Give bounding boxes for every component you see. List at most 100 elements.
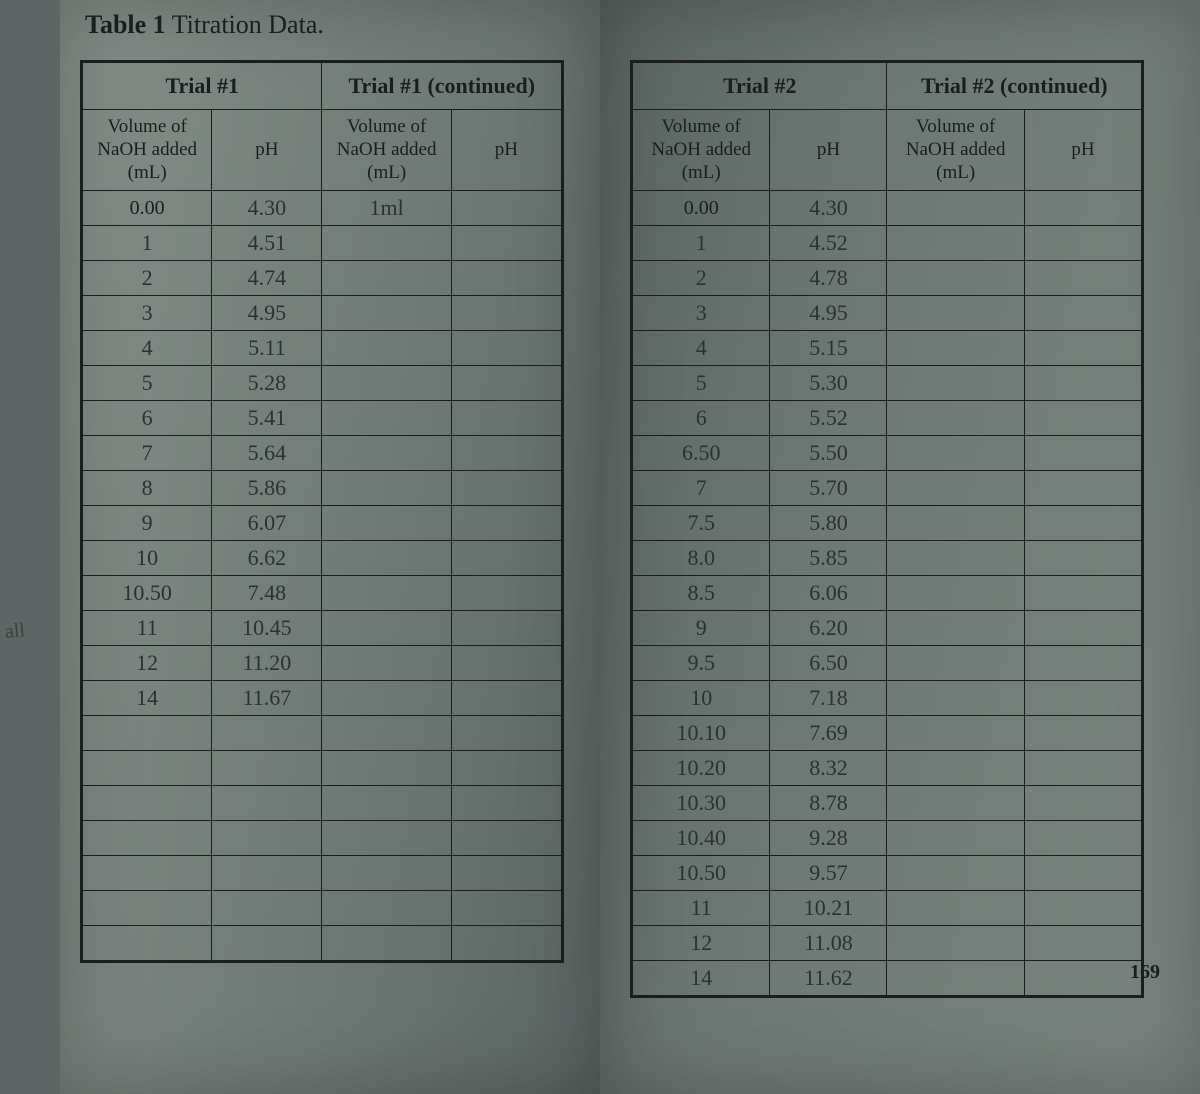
table-cell: 11.67	[212, 681, 322, 716]
table-cell: 7	[83, 436, 212, 471]
table-cell	[451, 821, 561, 856]
table-cell: 4.95	[770, 296, 887, 331]
table-row: 1411.67	[83, 681, 562, 716]
table-cell	[322, 611, 451, 646]
table-cell: 11.08	[770, 926, 887, 961]
table-cell	[1024, 366, 1141, 401]
table-cell	[887, 751, 1024, 786]
table-row: 96.20	[633, 611, 1142, 646]
table-cell: 5.70	[770, 471, 887, 506]
table-cell	[887, 716, 1024, 751]
table-row: 96.07	[83, 506, 562, 541]
table-cell	[322, 436, 451, 471]
table-cell	[83, 926, 212, 961]
table-row: 10.509.57	[633, 856, 1142, 891]
table-row: 55.30	[633, 366, 1142, 401]
table-cell	[322, 366, 451, 401]
table-cell: 11	[633, 891, 770, 926]
table-cell	[451, 331, 561, 366]
table-cell: 4.30	[770, 191, 887, 226]
table-cell	[322, 576, 451, 611]
table-cell	[322, 856, 451, 891]
table-cell: 10.20	[633, 751, 770, 786]
table-row: 24.78	[633, 261, 1142, 296]
table-cell: 5.52	[770, 401, 887, 436]
table-cell	[1024, 716, 1141, 751]
table-cell: 11	[83, 611, 212, 646]
table-cell	[1024, 471, 1141, 506]
table-row: 1211.08	[633, 926, 1142, 961]
table-cell: 8.5	[633, 576, 770, 611]
table-cell: 11.20	[212, 646, 322, 681]
table-cell: 6.06	[770, 576, 887, 611]
table-cell: 9.5	[633, 646, 770, 681]
table-cell	[83, 891, 212, 926]
col-ph: pH	[1024, 110, 1141, 191]
table-row: 9.56.50	[633, 646, 1142, 681]
table-cell: 10.30	[633, 786, 770, 821]
table-cell	[1024, 891, 1141, 926]
table-cell: 10.40	[633, 821, 770, 856]
table-caption: Table 1 Titration Data.	[85, 10, 324, 40]
table-row	[83, 926, 562, 961]
table-cell: 14	[633, 961, 770, 996]
table-cell	[212, 891, 322, 926]
table-cell: 6	[83, 401, 212, 436]
table-cell: 5.85	[770, 541, 887, 576]
table-cell: 1	[83, 226, 212, 261]
table-cell	[451, 681, 561, 716]
table-row: 55.28	[83, 366, 562, 401]
table-row: 107.18	[633, 681, 1142, 716]
table-cell: 7.48	[212, 576, 322, 611]
table-cell: 4.95	[212, 296, 322, 331]
table-row: 14.52	[633, 226, 1142, 261]
table-row: 10.409.28	[633, 821, 1142, 856]
table-cell: 7.5	[633, 506, 770, 541]
table-cell: 6.62	[212, 541, 322, 576]
table-cell	[887, 681, 1024, 716]
table-cell	[1024, 786, 1141, 821]
table-cell	[1024, 646, 1141, 681]
table-cell	[83, 856, 212, 891]
table-cell	[1024, 681, 1141, 716]
table-cell: 5.86	[212, 471, 322, 506]
table-cell	[212, 716, 322, 751]
col-vol: Volume of NaOH added (mL)	[887, 110, 1024, 191]
table-row: 14.51	[83, 226, 562, 261]
table-cell	[322, 926, 451, 961]
table-row	[83, 891, 562, 926]
table-cell: 10.21	[770, 891, 887, 926]
table-cell	[83, 821, 212, 856]
table-row: 75.70	[633, 471, 1142, 506]
table-cell	[887, 541, 1024, 576]
table-cell	[1024, 261, 1141, 296]
table-cell: 10.10	[633, 716, 770, 751]
table-cell	[451, 751, 561, 786]
table-cell: 7.18	[770, 681, 887, 716]
table-cell	[887, 261, 1024, 296]
table-cell: 9	[83, 506, 212, 541]
table-cell: 5.15	[770, 331, 887, 366]
table-row: 85.86	[83, 471, 562, 506]
table-row: 65.41	[83, 401, 562, 436]
table-cell	[887, 926, 1024, 961]
table-cell	[1024, 751, 1141, 786]
caption-rest: Titration Data.	[172, 10, 324, 39]
table-cell: 3	[83, 296, 212, 331]
table-cell: 8.78	[770, 786, 887, 821]
trial1-table: Trial #1 Trial #1 (continued) Volume of …	[80, 60, 564, 963]
table-row: 1110.21	[633, 891, 1142, 926]
table-cell	[322, 331, 451, 366]
table-cell	[887, 961, 1024, 996]
table-cell	[451, 576, 561, 611]
table-cell	[1024, 611, 1141, 646]
table-cell: 12	[633, 926, 770, 961]
table-cell	[451, 401, 561, 436]
table-cell	[83, 751, 212, 786]
table-cell	[322, 891, 451, 926]
table-row: 10.308.78	[633, 786, 1142, 821]
table-cell: 2	[83, 261, 212, 296]
table-cell	[322, 751, 451, 786]
table-cell: 8	[83, 471, 212, 506]
table-cell	[451, 296, 561, 331]
